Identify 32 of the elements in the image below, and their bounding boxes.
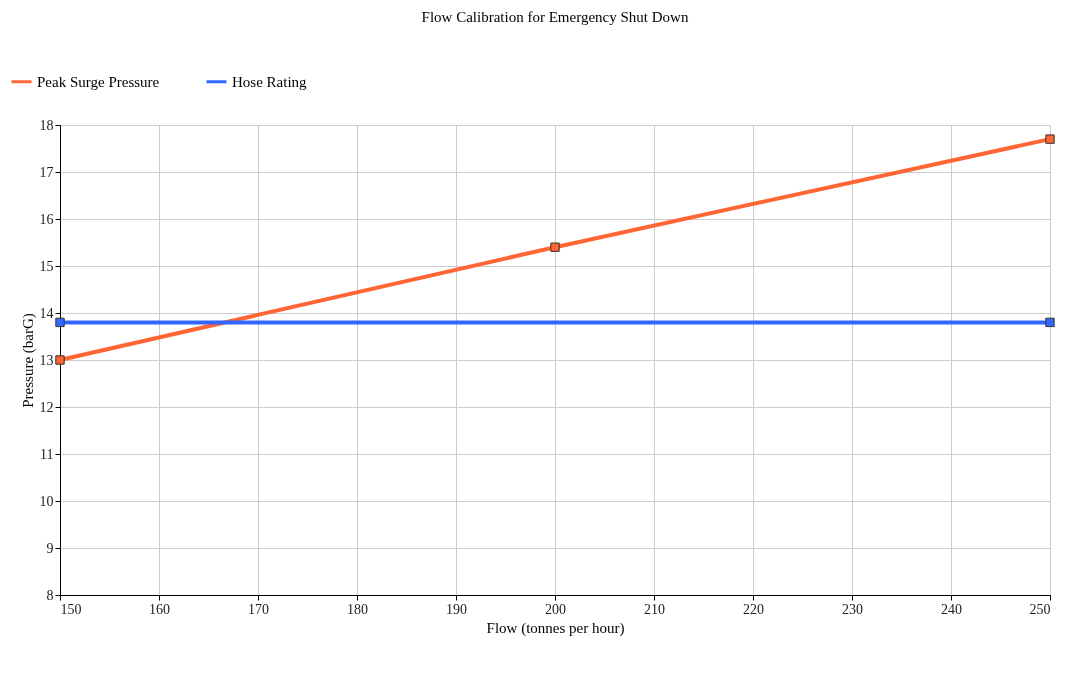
x-tick-label: 250 — [1029, 601, 1051, 617]
y-tick-label: 13 — [39, 352, 54, 368]
y-tick-label: 15 — [39, 258, 54, 274]
legend-label: Hose Rating — [232, 73, 308, 90]
x-tick-label: 190 — [446, 601, 467, 617]
y-tick-label: 11 — [40, 446, 54, 462]
x-tick-label: 200 — [545, 601, 566, 617]
point — [1045, 134, 1055, 144]
y-tick-label: 14 — [39, 305, 54, 321]
point — [55, 355, 65, 365]
x-tick-label: 150 — [60, 601, 82, 617]
x-tick-label: 230 — [842, 601, 863, 617]
y-tick-label: 8 — [46, 587, 54, 603]
y-tick-label: 12 — [39, 399, 54, 415]
chart-title: Flow Calibration for Emergency Shut Down — [421, 9, 689, 25]
x-tick-label: 180 — [347, 601, 368, 617]
x-tick-label: 160 — [149, 601, 170, 617]
y-axis-title: Pressure (barG) — [19, 313, 37, 408]
y-tick-label: 9 — [46, 540, 54, 556]
y-tick-label: 18 — [39, 117, 54, 133]
point — [55, 317, 65, 328]
x-tick-label: 240 — [941, 601, 962, 617]
y-tick-label: 16 — [39, 211, 54, 227]
x-tick-label: 210 — [644, 601, 665, 617]
y-tick-label: 10 — [39, 493, 54, 509]
x-tick-label: 170 — [248, 601, 269, 617]
y-tick-label: 17 — [39, 164, 54, 180]
point — [1045, 317, 1055, 328]
legend-label: Peak Surge Pressure — [37, 73, 160, 90]
x-axis-title: Flow (tonnes per hour) — [486, 619, 625, 637]
point — [550, 242, 560, 252]
x-tick-label: 220 — [743, 601, 764, 617]
